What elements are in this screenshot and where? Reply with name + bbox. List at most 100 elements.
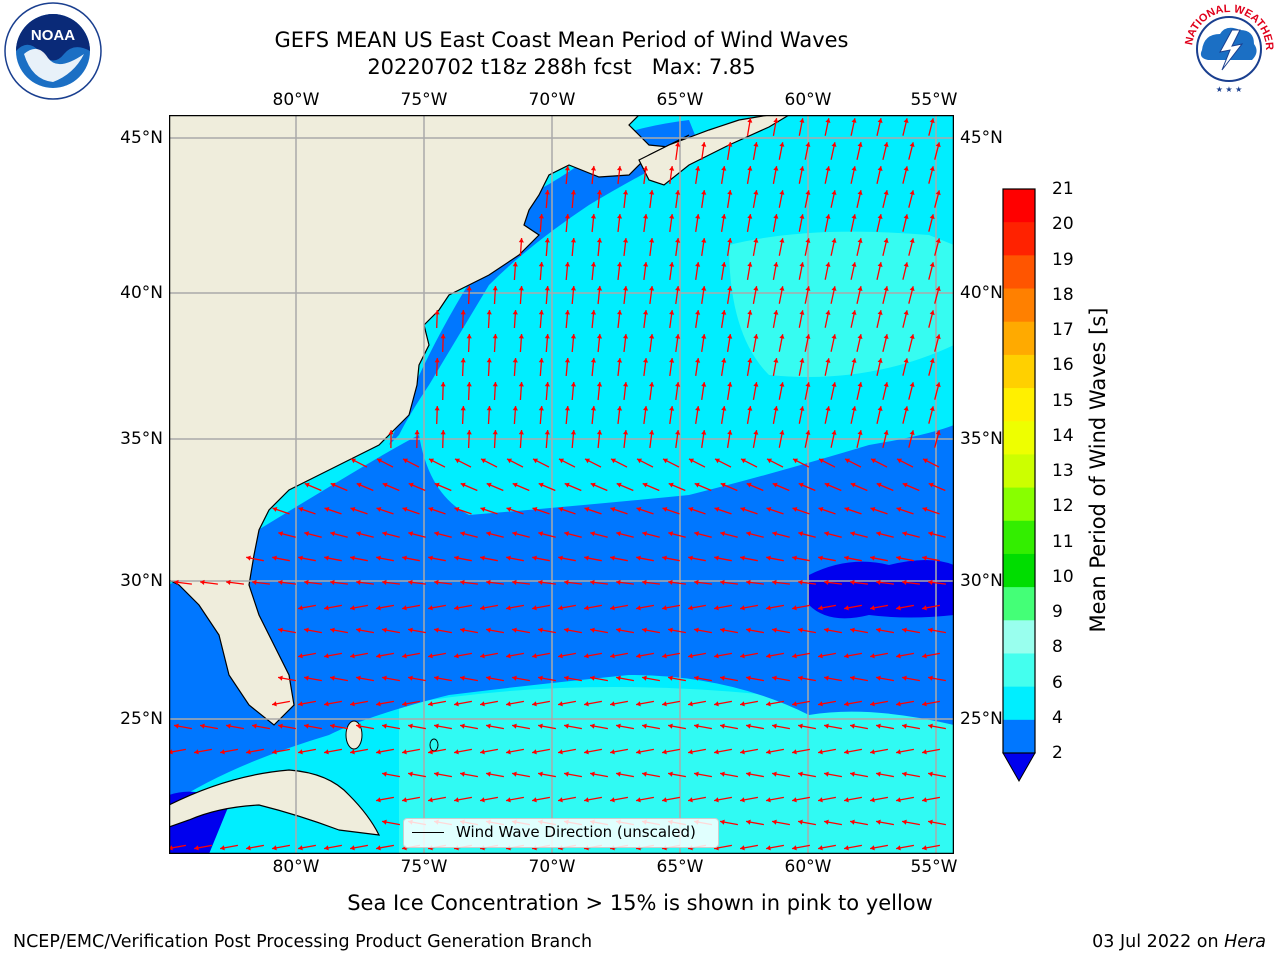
wind-wave-arrowhead [564,358,570,363]
wind-wave-arrowhead [896,797,901,803]
wind-wave-arrowhead [721,262,727,267]
wind-wave-arrowhead [896,749,901,755]
wind-wave-arrowhead [694,723,699,729]
wind-wave-arrowhead [779,286,785,291]
wind-wave-arrowhead [440,334,446,339]
wind-wave-arrowhead [642,723,647,729]
wind-wave-arrowhead [584,749,589,755]
colorbar-tick-label: 19 [1052,249,1074,270]
wind-wave-arrowhead [883,190,889,195]
wind-wave-arrowhead [642,579,647,585]
wind-wave-arrowhead [772,627,777,633]
colorbar-tick-label: 8 [1052,637,1063,658]
lat-label-left: 30°N [120,571,163,591]
wind-wave-arrowhead [824,819,829,825]
wind-wave-arrowhead [480,555,485,561]
wind-wave-arrowhead [876,531,882,537]
wind-wave-arrowhead [824,675,829,681]
wind-wave-arrowhead [746,675,751,681]
wind-wave-arrowhead [544,430,550,435]
wind-wave-arrowhead [642,675,647,681]
wind-wave-arrowhead [454,555,459,561]
wind-wave-arrowhead [408,579,413,585]
wind-wave-arrowhead [402,797,407,803]
colorbar-segment [1003,189,1035,223]
wind-wave-arrowhead [246,555,251,561]
wind-wave-arrowhead [376,555,381,561]
colorbar-tick-label: 9 [1052,602,1063,622]
wind-wave-arrowhead [766,749,771,755]
wind-wave-arrowhead [382,627,387,633]
wind-wave-arrowhead [402,555,407,561]
wind-wave-arrowhead [695,406,701,411]
wind-wave-arrowhead [753,382,759,387]
colorbar-tick-label: 18 [1052,284,1074,305]
wind-wave-arrowhead [636,797,641,803]
ocean-light-patch [729,231,954,377]
wind-wave-arrowhead [669,310,675,315]
wind-wave-arrowhead [596,334,603,339]
wind-wave-arrowhead [805,190,811,195]
wind-wave-arrowhead [324,845,329,851]
wind-wave-arrowhead [799,358,805,363]
colorbar-segment [1003,620,1035,654]
wind-wave-arrowhead [356,579,361,585]
wind-wave-arrowhead [492,286,498,291]
wind-wave-arrowhead [636,555,641,561]
wind-wave-arrowhead [675,190,681,195]
wind-wave-arrowhead [902,482,908,488]
wind-wave-arrowhead [220,845,225,851]
wind-wave-arrowhead [896,701,901,707]
ocean-deep-blue [809,560,954,619]
lat-label-right: 40°N [960,283,1003,303]
wind-wave-arrowhead [746,579,751,585]
wind-wave-arrowhead [845,458,850,464]
wind-wave-arrowhead [376,605,381,611]
wind-wave-arrowhead [544,334,550,339]
wind-wave-arrowhead [695,310,701,315]
wind-wave-arrowhead [902,627,907,633]
wind-wave-arrowhead [675,142,681,147]
wind-wave-arrowhead [402,605,407,611]
wind-wave-arrowhead [298,749,303,755]
wind-wave-arrowhead [909,286,915,291]
wind-wave-arrowhead [466,334,472,339]
wind-wave-arrowhead [486,675,491,681]
wind-wave-arrowhead [747,118,753,123]
wind-wave-arrowhead [928,579,933,585]
wind-wave-arrowhead [844,555,849,561]
wind-wave-arrowhead [818,605,823,611]
wind-wave-arrowhead [518,334,524,339]
wind-wave-arrowhead [616,579,621,585]
wind-wave-arrowhead [857,430,863,435]
wind-wave-arrowhead [766,845,771,851]
wind-wave-arrowhead [376,749,381,755]
wind-wave-arrowhead [903,406,909,411]
colorbar-segment [1003,553,1035,588]
colorbar-segment [1003,487,1035,522]
wind-wave-arrowhead [714,749,719,755]
wind-wave-arrowhead [532,701,537,707]
wind-wave-arrowhead [792,749,797,755]
wind-wave-arrowhead [740,845,745,851]
wind-wave-arrowhead [617,358,623,363]
footer-date: 03 Jul 2022 on Hera [1092,932,1266,952]
wind-wave-arrowhead [805,334,811,339]
wind-wave-arrowhead [564,262,570,267]
wind-wave-arrowhead [870,555,875,561]
wind-wave-arrowhead [590,166,596,171]
wind-wave-arrowhead [831,286,837,291]
wind-wave-arrowhead [792,701,797,707]
wind-wave-arrowhead [857,286,863,291]
wind-wave-arrowhead [506,797,511,803]
colorbar-segment [1003,454,1035,489]
wind-wave-arrowhead [909,430,915,435]
wind-wave-arrowhead [643,262,649,267]
wind-wave-arrowhead [675,286,681,291]
wind-wave-arrowhead [533,458,538,464]
wind-wave-arrowhead [330,723,335,729]
wind-wave-arrowhead [428,749,433,755]
wind-wave-arrowhead [844,653,849,659]
wind-wave-arrowhead [701,190,707,195]
wind-wave-arrowhead [506,555,511,561]
